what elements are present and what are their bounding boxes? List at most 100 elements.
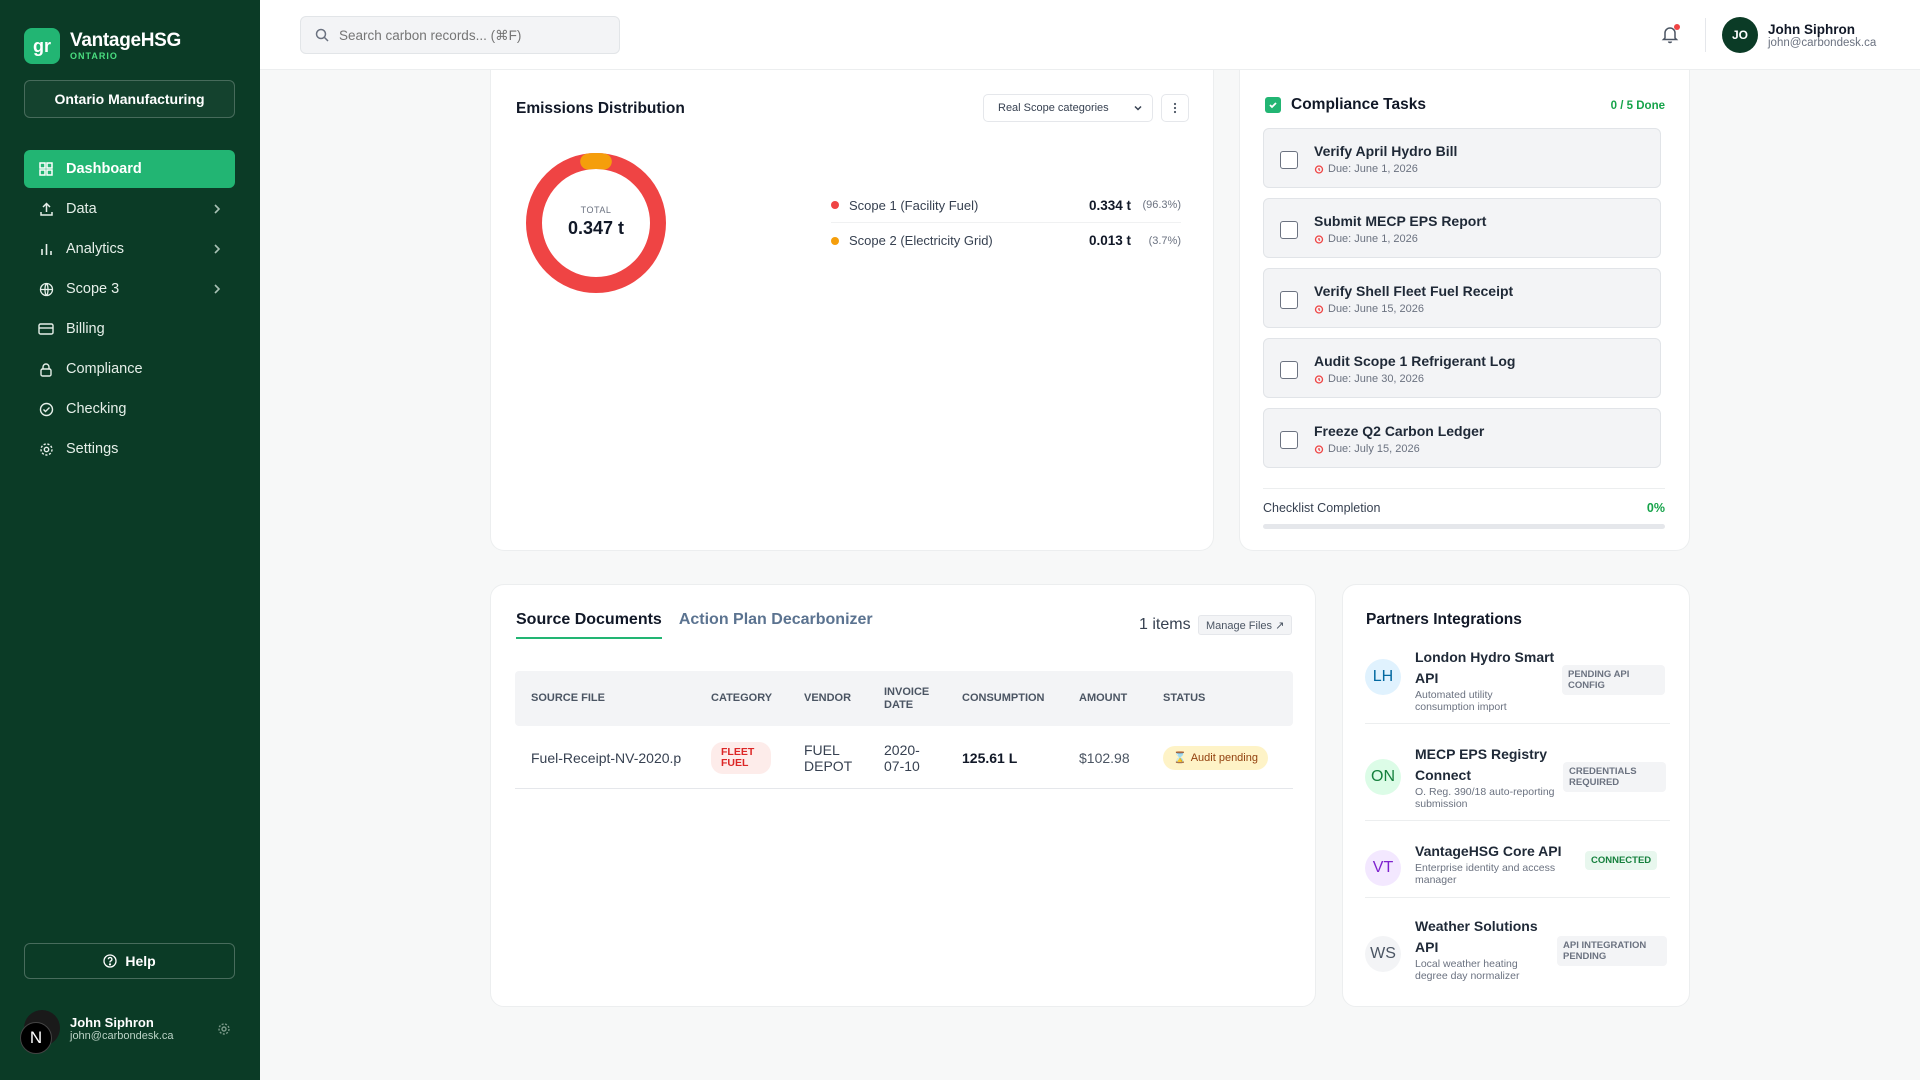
legend-row-scope1: Scope 1 (Facility Fuel) 0.334 t (96.3%)	[831, 188, 1181, 223]
column-header[interactable]: SOURCE FILE	[531, 692, 605, 704]
invoice-date-cell: 2020-07-10	[884, 741, 920, 774]
amount-cell: $102.98	[1079, 749, 1130, 766]
help-label: Help	[125, 953, 156, 969]
gear-icon	[38, 441, 54, 457]
avatar: N	[20, 1010, 60, 1054]
task-item[interactable]: Submit MECP EPS Report Due: June 1, 2026	[1263, 198, 1661, 258]
sidebar-item-dashboard[interactable]: Dashboard	[24, 150, 235, 188]
status-badge: PENDING API CONFIG	[1562, 665, 1665, 695]
task-checkbox[interactable]	[1280, 151, 1298, 169]
column-header[interactable]: STATUS	[1163, 692, 1206, 704]
legend-dot	[831, 201, 839, 209]
source-file-cell[interactable]: Fuel-Receipt-NV-2020.p	[531, 749, 682, 766]
task-checkbox[interactable]	[1280, 361, 1298, 379]
notifications-button[interactable]	[1660, 24, 1680, 44]
globe-icon	[38, 281, 54, 297]
compliance-tasks-card: Compliance Tasks 0 / 5 Done Verify April…	[1239, 70, 1690, 551]
donut-total-label: TOTAL	[580, 205, 612, 215]
alarm-icon	[1314, 235, 1324, 244]
alarm-icon	[1314, 165, 1324, 174]
column-header[interactable]: CATEGORY	[711, 692, 773, 704]
help-button[interactable]: Help	[24, 943, 235, 979]
task-due-text: Due: June 15, 2026	[1328, 303, 1425, 315]
category-badge: FLEET FUEL	[711, 741, 771, 774]
sidebar-item-data[interactable]: Data	[24, 190, 235, 228]
sidebar-item-analytics[interactable]: Analytics	[24, 230, 235, 268]
upload-icon	[38, 201, 54, 217]
column-header[interactable]: VENDOR	[804, 692, 852, 704]
column-header[interactable]: CONSUMPTION	[962, 692, 1045, 704]
integration-avatar: VT	[1365, 850, 1401, 886]
more-options-button[interactable]	[1161, 94, 1189, 122]
organization-selector[interactable]: Ontario Manufacturing	[24, 80, 235, 118]
sidebar-item-label: Settings	[66, 441, 119, 457]
tab-action-plan[interactable]: Action Plan Decarbonizer	[678, 611, 873, 628]
task-checkbox[interactable]	[1280, 291, 1298, 309]
task-checkbox[interactable]	[1280, 431, 1298, 449]
sidebar-nav: Dashboard Data Analytics Scope 3 Billing…	[24, 150, 235, 470]
task-item[interactable]: Verify April Hydro Bill Due: June 1, 202…	[1263, 128, 1661, 188]
gear-icon[interactable]	[217, 1022, 231, 1036]
task-item[interactable]: Audit Scope 1 Refrigerant Log Due: June …	[1263, 338, 1661, 398]
manage-files-button[interactable]: Manage Files ↗	[1198, 615, 1293, 635]
integration-item[interactable]: WS Weather Solutions API Local weather h…	[1365, 916, 1670, 993]
task-due-text: Due: June 1, 2026	[1328, 163, 1418, 175]
check-circle-icon	[38, 401, 54, 417]
user-name: John Siphron	[1768, 21, 1855, 37]
integration-name: Weather Solutions API	[1415, 918, 1538, 955]
task-checkbox[interactable]	[1280, 221, 1298, 239]
task-item[interactable]: Verify Shell Fleet Fuel Receipt Due: Jun…	[1263, 268, 1661, 328]
legend-value: 0.013 t	[1088, 233, 1131, 248]
chevron-right-icon	[214, 284, 221, 294]
card-title: Emissions Distribution	[516, 100, 685, 117]
sidebar-user-name: John Siphron	[70, 1014, 154, 1030]
search-box[interactable]	[300, 16, 620, 54]
task-due-text: Due: July 15, 2026	[1328, 443, 1420, 455]
task-due: Due: June 30, 2026	[1314, 373, 1424, 385]
column-header[interactable]: INVOICE DATE	[884, 685, 930, 711]
compliance-header: Compliance Tasks	[1265, 96, 1426, 114]
sidebar-item-checking[interactable]: Checking	[24, 390, 235, 428]
legend-percent: (3.7%)	[1148, 234, 1181, 247]
scope-filter-select[interactable]: Real Scope categories	[983, 94, 1153, 122]
chevron-down-icon	[1134, 105, 1142, 111]
integration-item[interactable]: LH London Hydro Smart API Automated util…	[1365, 647, 1670, 724]
partners-integrations-card: Partners Integrations LH London Hydro Sm…	[1342, 584, 1690, 1007]
app-logo[interactable]: gr VantageHSG ONTARIO	[24, 28, 181, 64]
sidebar: gr VantageHSG ONTARIO Ontario Manufactur…	[0, 0, 260, 1080]
card-icon	[38, 321, 54, 337]
card-title: Compliance Tasks	[1291, 96, 1426, 113]
sidebar-user[interactable]: N John Siphron john@carbondesk.ca	[20, 1010, 235, 1054]
emissions-distribution-card: Emissions Distribution Real Scope catego…	[490, 70, 1214, 551]
alarm-icon	[1314, 305, 1324, 314]
column-header[interactable]: AMOUNT	[1079, 692, 1128, 704]
legend-dot	[831, 236, 839, 245]
hourglass-icon: ⌛	[1173, 751, 1187, 764]
vendor-cell: FUEL DEPOT	[804, 741, 853, 774]
sidebar-item-compliance[interactable]: Compliance	[24, 350, 235, 388]
status-text: Audit pending	[1190, 751, 1258, 764]
search-input[interactable]	[339, 27, 599, 43]
sidebar-item-billing[interactable]: Billing	[24, 310, 235, 348]
user-menu[interactable]: JO John Siphron john@carbondesk.ca	[1722, 17, 1876, 53]
search-icon	[315, 28, 329, 42]
table-row[interactable]: Fuel-Receipt-NV-2020.p FLEET FUEL FUEL D…	[515, 726, 1293, 789]
completion-progress-bar	[1263, 524, 1665, 529]
status-badge: API INTEGRATION PENDING	[1557, 936, 1667, 966]
category-cell: FLEET FUEL	[711, 726, 771, 789]
integration-item[interactable]: VT VantageHSG Core API Enterprise identi…	[1365, 841, 1670, 898]
task-title: Freeze Q2 Carbon Ledger	[1314, 423, 1485, 439]
sidebar-item-label: Scope 3	[66, 281, 120, 297]
legend-label: Scope 1 (Facility Fuel)	[849, 197, 979, 213]
consumption-cell: 125.61 L	[962, 749, 1018, 766]
integration-avatar: ON	[1365, 759, 1401, 795]
task-item[interactable]: Freeze Q2 Carbon Ledger Due: July 15, 20…	[1263, 408, 1661, 468]
card-title: Partners Integrations	[1366, 611, 1522, 628]
task-due-text: Due: June 1, 2026	[1328, 233, 1418, 245]
integration-item[interactable]: ON MECP EPS Registry Connect O. Reg. 390…	[1365, 744, 1670, 821]
bar-chart-icon	[38, 241, 54, 257]
sidebar-item-settings[interactable]: Settings	[24, 430, 235, 468]
sidebar-item-scope3[interactable]: Scope 3	[24, 270, 235, 308]
tab-source-documents[interactable]: Source Documents	[516, 611, 662, 639]
sidebar-item-label: Billing	[66, 321, 105, 337]
